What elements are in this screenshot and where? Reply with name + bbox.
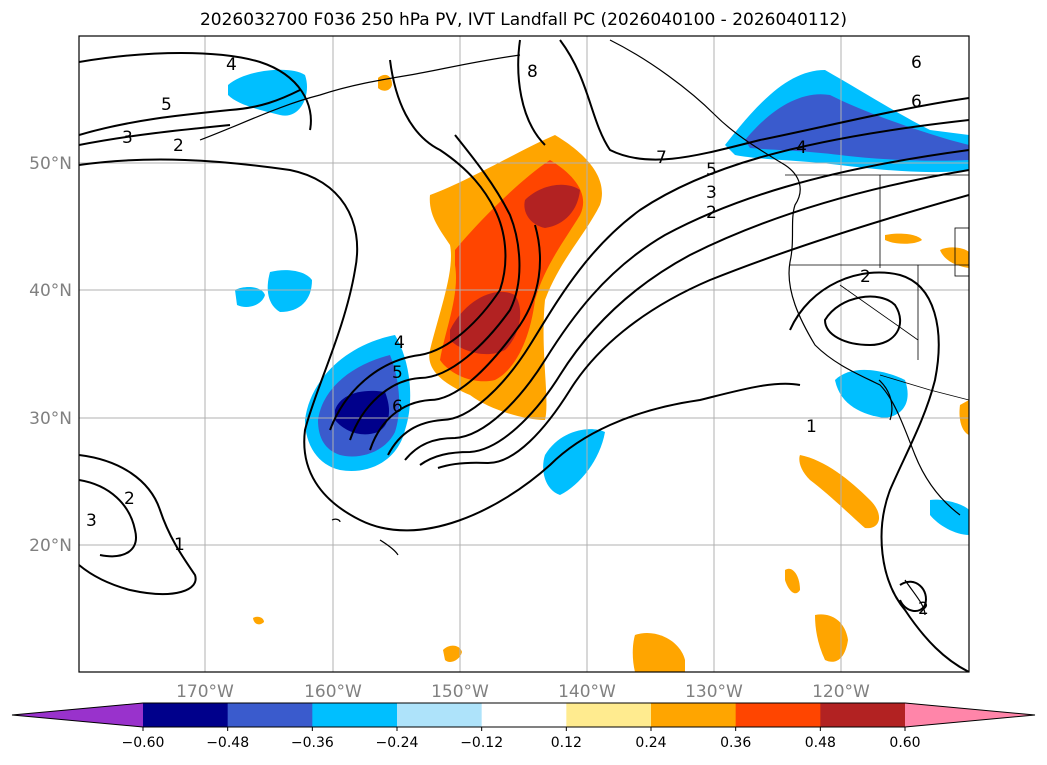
colorbar-segment [312, 703, 398, 727]
map-frame [78, 35, 970, 673]
pv-contours [79, 39, 969, 672]
anomaly-shading [228, 69, 969, 672]
colorbar-segment [651, 703, 737, 727]
pv-contour-labels: 4 5 3 2 8 7 5 3 2 6 6 4 6 5 4 2 1 2 3 1 … [86, 53, 929, 619]
svg-text:2: 2 [124, 489, 135, 509]
svg-text:4: 4 [394, 333, 405, 353]
svg-text:3: 3 [122, 128, 133, 148]
svg-text:1: 1 [174, 535, 185, 555]
svg-text:5: 5 [392, 363, 403, 383]
svg-text:50°N: 50°N [29, 154, 72, 174]
svg-text:30°N: 30°N [29, 409, 72, 429]
svg-text:20°N: 20°N [29, 536, 72, 556]
svg-text:160°W: 160°W [304, 682, 362, 702]
colorbar-tick-label: 0.36 [720, 735, 751, 751]
svg-text:3: 3 [86, 511, 97, 531]
colorbar-extend-low [12, 703, 143, 727]
colorbar-tick-labels: −0.60 −0.48 −0.36 −0.24 −0.12 0.12 0.24 0.36 0.4… [122, 727, 921, 751]
colorbar-segment [820, 703, 906, 727]
svg-text:2: 2 [173, 136, 184, 156]
svg-text:3: 3 [706, 183, 717, 203]
svg-text:4: 4 [226, 55, 237, 75]
colorbar-tick-label: −0.60 [122, 735, 165, 751]
colorbar-extend-high [905, 703, 1035, 727]
colorbar-segment [481, 703, 567, 727]
svg-text:2: 2 [860, 267, 871, 287]
svg-text:2: 2 [918, 599, 929, 619]
svg-text:5: 5 [706, 160, 717, 180]
colorbar-tick-label: −0.48 [206, 735, 249, 751]
svg-text:8: 8 [527, 62, 538, 82]
colorbar-tick-label: −0.12 [460, 735, 503, 751]
longitude-labels: 170°W 160°W 150°W 140°W 130°W 120°W [176, 682, 870, 702]
colorbar-segment [227, 703, 313, 727]
colorbar [11, 702, 1036, 728]
svg-text:6: 6 [392, 397, 403, 417]
colorbar-tick-label: 0.24 [635, 735, 666, 751]
svg-text:150°W: 150°W [431, 682, 489, 702]
svg-text:40°N: 40°N [29, 281, 72, 301]
svg-text:1: 1 [806, 417, 817, 437]
svg-text:6: 6 [911, 53, 922, 73]
colorbar-tick-label: 0.12 [551, 735, 582, 751]
svg-text:7: 7 [656, 148, 667, 168]
svg-text:6: 6 [911, 92, 922, 112]
colorbar-segment [566, 703, 652, 727]
svg-text:130°W: 130°W [685, 682, 743, 702]
svg-text:4: 4 [796, 138, 807, 158]
svg-text:140°W: 140°W [558, 682, 616, 702]
map-title: 2026032700 F036 250 hPa PV, IVT Landfall… [199, 10, 847, 30]
svg-text:120°W: 120°W [812, 682, 870, 702]
neg-anomaly-northwest [228, 69, 308, 116]
coastlines [199, 39, 961, 616]
colorbar-segment [735, 703, 821, 727]
colorbar-tick-label: −0.36 [291, 735, 334, 751]
colorbar-segment [143, 703, 229, 727]
colorbar-tick-label: 0.48 [805, 735, 836, 751]
latitude-labels: 50°N 40°N 30°N 20°N [29, 154, 72, 556]
svg-text:170°W: 170°W [176, 682, 234, 702]
colorbar-segment [397, 703, 483, 727]
colorbar-tick-label: −0.24 [376, 735, 419, 751]
svg-text:5: 5 [161, 95, 172, 115]
svg-text:2: 2 [706, 203, 717, 223]
colorbar-tick-label: 0.60 [889, 735, 920, 751]
